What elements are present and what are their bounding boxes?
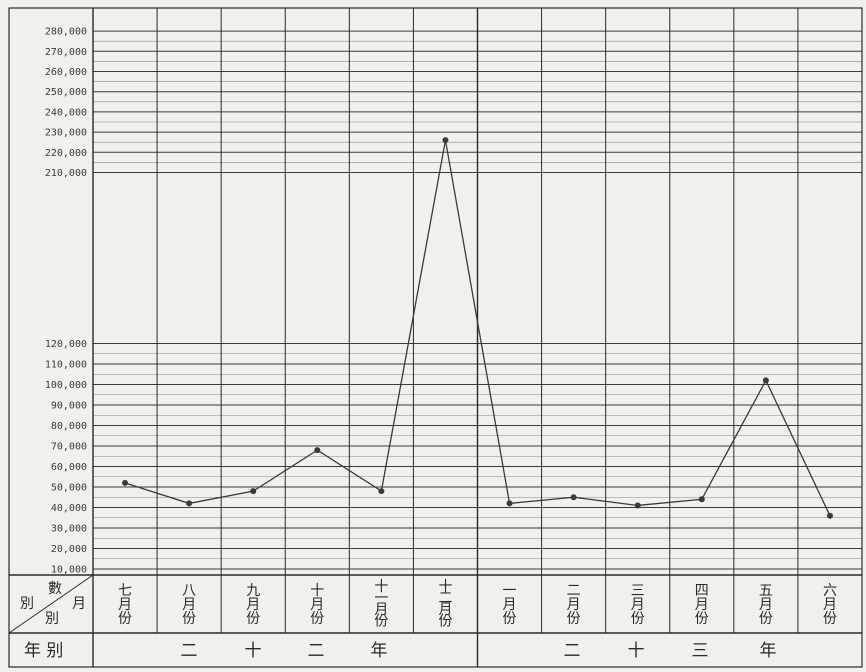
month-label: 十一月份 bbox=[374, 579, 388, 630]
y-tick-label: 210,000 bbox=[45, 168, 87, 179]
month-label: 十二月份 bbox=[438, 579, 452, 630]
y-tick-label: 30,000 bbox=[51, 524, 87, 535]
data-point bbox=[506, 500, 513, 507]
grid bbox=[8, 8, 863, 667]
month-label: 七月份 bbox=[118, 583, 132, 627]
count-label: 數 bbox=[48, 581, 62, 597]
month-label: 十月份 bbox=[310, 583, 324, 627]
month-label: 五月份 bbox=[759, 583, 773, 627]
data-point bbox=[570, 494, 577, 501]
data-point bbox=[698, 496, 705, 503]
header-diagonal bbox=[8, 574, 94, 634]
row-label: 別 bbox=[20, 596, 34, 612]
year-label-char: 十 bbox=[245, 641, 262, 661]
year-label-char: 三 bbox=[692, 641, 709, 661]
data-point bbox=[186, 500, 193, 507]
row-header: 數 月 別 別 年 别 bbox=[20, 581, 86, 661]
y-tick-label: 50,000 bbox=[51, 483, 87, 494]
data-point bbox=[826, 512, 833, 519]
y-tick-label: 280,000 bbox=[45, 27, 87, 38]
month-label: 八月份 bbox=[182, 583, 196, 627]
y-tick-label: 260,000 bbox=[45, 67, 87, 78]
y-tick-label: 90,000 bbox=[51, 401, 87, 412]
y-tick-label: 270,000 bbox=[45, 47, 87, 58]
year-label-char: 十 bbox=[628, 641, 645, 661]
data-point bbox=[634, 502, 641, 509]
data-point bbox=[378, 488, 385, 495]
month-label: 六月份 bbox=[823, 583, 837, 627]
month-label: 四月份 bbox=[695, 583, 709, 627]
month-label: 月 bbox=[72, 596, 86, 612]
y-tick-label: 110,000 bbox=[45, 360, 87, 371]
y-tick-label: 230,000 bbox=[45, 128, 87, 139]
data-point bbox=[250, 488, 257, 495]
month-label: 九月份 bbox=[246, 583, 260, 627]
month-labels: 七月份 八月份 九月份 十月份 十一月份 十二月份 一月份 二月份 三月份 四月份 五月份 六月份 bbox=[118, 579, 837, 630]
series bbox=[122, 137, 833, 519]
y-tick-label: 20,000 bbox=[51, 544, 87, 555]
y-tick-label: 60,000 bbox=[51, 462, 87, 473]
year-label-char: 年 bbox=[371, 641, 388, 661]
month-label: 一月份 bbox=[503, 583, 517, 627]
year-label-char: 二 bbox=[181, 641, 198, 661]
y-tick-label: 240,000 bbox=[45, 107, 87, 118]
y-tick-label: 70,000 bbox=[51, 442, 87, 453]
y-axis: 10,000 20,000 30,000 40,000 50,000 60,000 70,0… bbox=[45, 27, 87, 576]
y-tick-label: 80,000 bbox=[51, 421, 87, 432]
year-labels: 二十二年二十三年 bbox=[181, 641, 777, 661]
year-label-char: 二 bbox=[308, 641, 325, 661]
y-tick-label: 120,000 bbox=[45, 339, 87, 350]
data-point bbox=[442, 137, 449, 144]
series-line bbox=[124, 140, 831, 516]
y-tick-label: 250,000 bbox=[45, 87, 87, 98]
data-point bbox=[762, 377, 769, 384]
y-tick-label: 40,000 bbox=[51, 503, 87, 514]
data-point bbox=[314, 447, 321, 454]
y-tick-label: 10,000 bbox=[51, 565, 87, 576]
year-label-char: 年 bbox=[760, 641, 777, 661]
month-label: 三月份 bbox=[631, 583, 645, 627]
y-tick-label: 100,000 bbox=[45, 380, 87, 391]
year-label-char: 二 bbox=[564, 641, 581, 661]
year-row-label: 年 别 bbox=[24, 641, 63, 661]
y-tick-label: 220,000 bbox=[45, 148, 87, 159]
row-label-2: 別 bbox=[45, 611, 59, 627]
month-label: 二月份 bbox=[567, 583, 581, 627]
data-point bbox=[122, 479, 129, 486]
